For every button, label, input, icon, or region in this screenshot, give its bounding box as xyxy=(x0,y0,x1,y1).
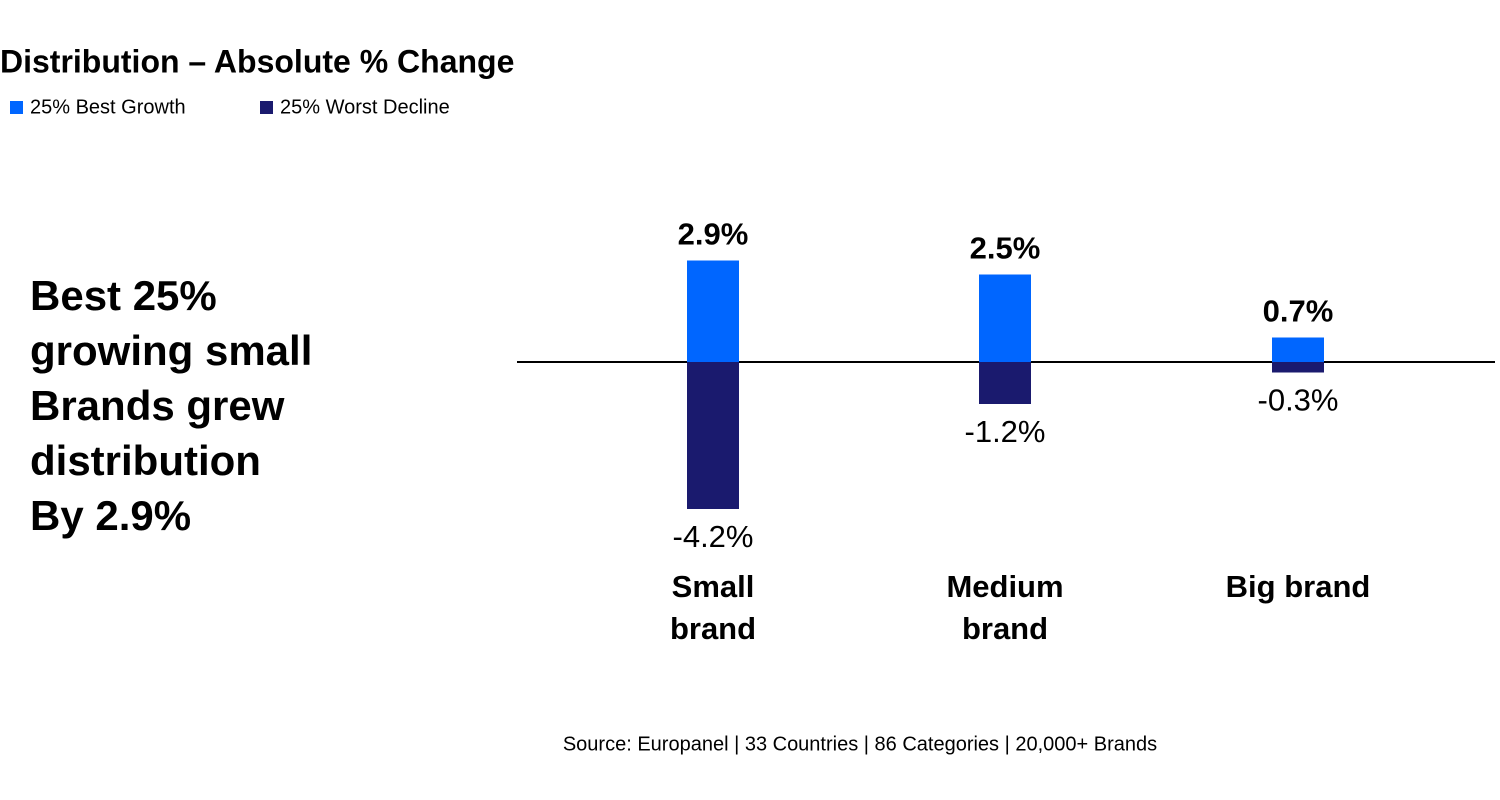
x-tick-label: Big brand xyxy=(1225,569,1371,604)
legend-label: 25% Worst Decline xyxy=(280,96,450,118)
value-label: 2.5% xyxy=(970,231,1041,266)
annotation-line: Brands grew xyxy=(30,382,285,429)
annotation-line: growing small xyxy=(30,327,313,374)
annotation-line: Best 25% xyxy=(30,272,217,319)
legend-swatch xyxy=(10,101,23,114)
value-label: -1.2% xyxy=(965,414,1046,449)
x-tick-label: Medium brand xyxy=(946,569,1064,646)
value-label: 2.9% xyxy=(678,217,749,252)
value-label: -4.2% xyxy=(673,519,754,554)
source: Source: Europanel | 33 Countries | 86 Ca… xyxy=(563,733,1157,755)
annotation-line: distribution xyxy=(30,437,261,484)
bar xyxy=(1272,362,1324,373)
bar xyxy=(979,362,1031,404)
annotation: Best 25% growing small Brands grew distribu… xyxy=(30,268,312,543)
bar xyxy=(687,362,739,509)
value-label: 0.7% xyxy=(1263,294,1334,329)
legend-label: 25% Best Growth xyxy=(30,96,186,118)
chart-title: Distribution – Absolute % Change xyxy=(0,43,514,79)
value-label: -0.3% xyxy=(1258,383,1339,418)
bar xyxy=(979,274,1031,362)
x-tick-label: Small brand xyxy=(669,569,757,646)
legend-swatch xyxy=(260,101,273,114)
annotation-line: By 2.9% xyxy=(30,492,192,539)
bar xyxy=(687,260,739,362)
bar xyxy=(1272,337,1324,362)
